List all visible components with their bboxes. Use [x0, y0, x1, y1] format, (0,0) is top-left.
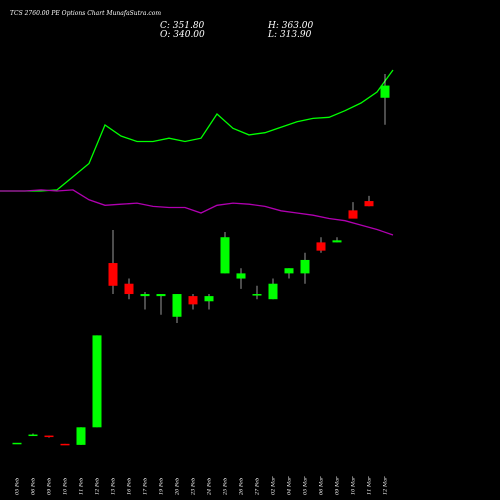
- candle-body: [364, 201, 374, 207]
- upper-band-line: [0, 69, 394, 192]
- x-tick-label: 23 Feb: [191, 478, 197, 496]
- x-tick-label: 09 Mar: [335, 476, 341, 495]
- x-tick-label: 05 Mar: [303, 476, 309, 495]
- candle-body: [380, 85, 390, 98]
- candle-body: [188, 296, 198, 305]
- x-tick-label: 10 Mar: [351, 476, 357, 495]
- close-value: C: 351.80: [160, 21, 205, 31]
- low-value: L: 313.90: [267, 30, 312, 40]
- x-tick-label: 06 Mar: [319, 476, 325, 495]
- x-tick-label: 12 Feb: [95, 478, 101, 495]
- x-tick-label: 24 Feb: [207, 478, 213, 496]
- x-tick-label: 27 Feb: [255, 478, 261, 496]
- candle-body: [12, 442, 22, 445]
- chart-title: TCS 2760.00 PE Options Chart MunafaSutra…: [10, 10, 161, 17]
- x-tick-label: 13 Feb: [111, 478, 117, 495]
- candle-body: [108, 263, 118, 286]
- candle-body: [252, 294, 262, 296]
- candle-body: [44, 435, 54, 438]
- candle-body: [284, 268, 294, 274]
- x-tick-label: 11 Mar: [367, 476, 373, 495]
- x-tick-label: 11 Feb: [79, 478, 85, 495]
- lower-band-line: [0, 189, 394, 236]
- candle-body: [300, 259, 310, 274]
- candle-body: [28, 434, 38, 437]
- candle-body: [156, 294, 166, 297]
- x-axis-ticks: 05 Feb 06 Feb 09 Feb 10 Feb 11 Feb 12 Feb 13 F…: [15, 476, 389, 496]
- x-tick-label: 12 Mar: [383, 476, 389, 495]
- candle-body: [140, 294, 150, 297]
- candle-body: [268, 283, 278, 300]
- x-tick-label: 09 Feb: [47, 478, 53, 495]
- candle-body: [124, 283, 134, 295]
- candles-layer: [12, 74, 390, 446]
- x-tick-label: 17 Feb: [143, 478, 149, 495]
- x-tick-label: 20 Feb: [175, 478, 181, 496]
- bands-layer: [0, 69, 394, 236]
- candle-body: [332, 240, 342, 243]
- x-tick-label: 02 Mar: [271, 476, 277, 495]
- candle-body: [220, 237, 230, 274]
- candle-body: [204, 296, 214, 302]
- open-value: O: 340.00: [160, 30, 205, 40]
- x-tick-label: 10 Feb: [63, 478, 69, 495]
- x-tick-label: 06 Feb: [31, 478, 37, 495]
- candle-body: [236, 273, 246, 279]
- candle-body: [92, 335, 102, 428]
- x-tick-label: 19 Feb: [159, 478, 165, 495]
- x-tick-label: 05 Feb: [15, 478, 21, 495]
- candle-body: [348, 210, 358, 219]
- x-tick-label: 16 Feb: [127, 478, 133, 495]
- high-value: H: 363.00: [267, 21, 314, 31]
- x-tick-label: 25 Feb: [223, 478, 229, 496]
- x-tick-label: 26 Feb: [239, 478, 245, 496]
- candle-body: [60, 443, 70, 446]
- candle-body: [316, 242, 326, 251]
- x-tick-label: 04 Mar: [287, 476, 293, 495]
- candle-body: [76, 427, 86, 445]
- candle-body: [172, 294, 182, 317]
